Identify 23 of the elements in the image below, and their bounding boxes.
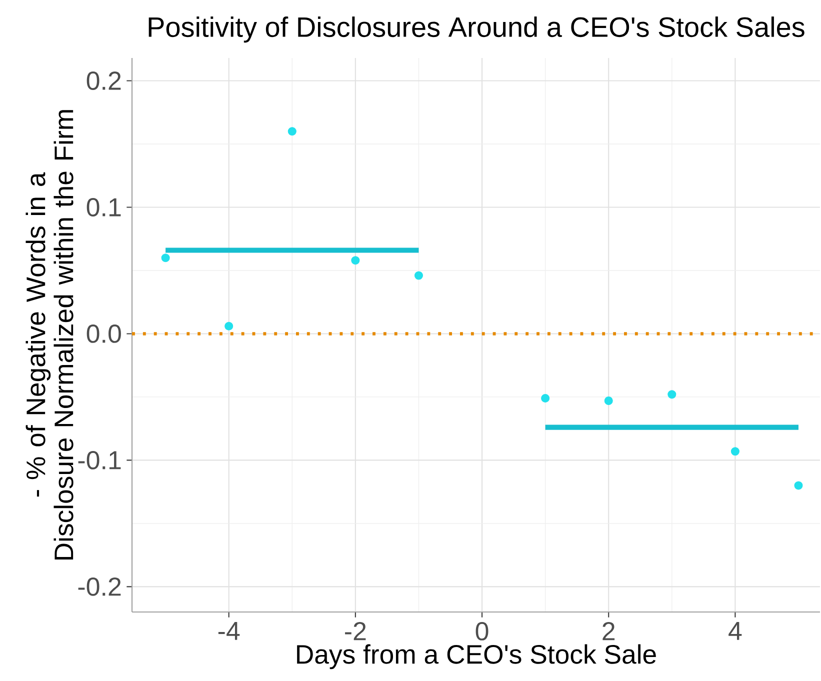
point bbox=[794, 481, 803, 490]
x-axis-title: Days from a CEO's Stock Sale bbox=[297, 644, 656, 670]
y-tick-label: -0.2 bbox=[78, 577, 121, 596]
point bbox=[224, 322, 234, 330]
point bbox=[161, 254, 170, 262]
point bbox=[414, 271, 423, 280]
y-tick-label: 0.2 bbox=[86, 72, 121, 90]
point bbox=[541, 394, 550, 402]
y-axis-title: - % of Negative Words in a Disclosure Normalized within the Firm bbox=[26, 110, 74, 560]
point bbox=[288, 127, 296, 136]
y-tick-label: 0.0 bbox=[86, 324, 121, 343]
point bbox=[351, 256, 360, 265]
point bbox=[604, 396, 613, 406]
x-tick-label: -4 bbox=[218, 622, 240, 640]
point bbox=[730, 447, 740, 456]
x-tick-label: -2 bbox=[345, 622, 366, 640]
y-tick-label: 0.1 bbox=[86, 198, 121, 216]
y-tick-label: -0.1 bbox=[78, 451, 121, 470]
x-tick-label: 0 bbox=[476, 622, 488, 640]
x-tick-label: 2 bbox=[602, 622, 615, 640]
point bbox=[668, 390, 676, 399]
chart-title: Positivity of Disclosures Around a CEO's Stock Sales bbox=[148, 16, 804, 43]
x-tick-label: 4 bbox=[728, 622, 742, 640]
